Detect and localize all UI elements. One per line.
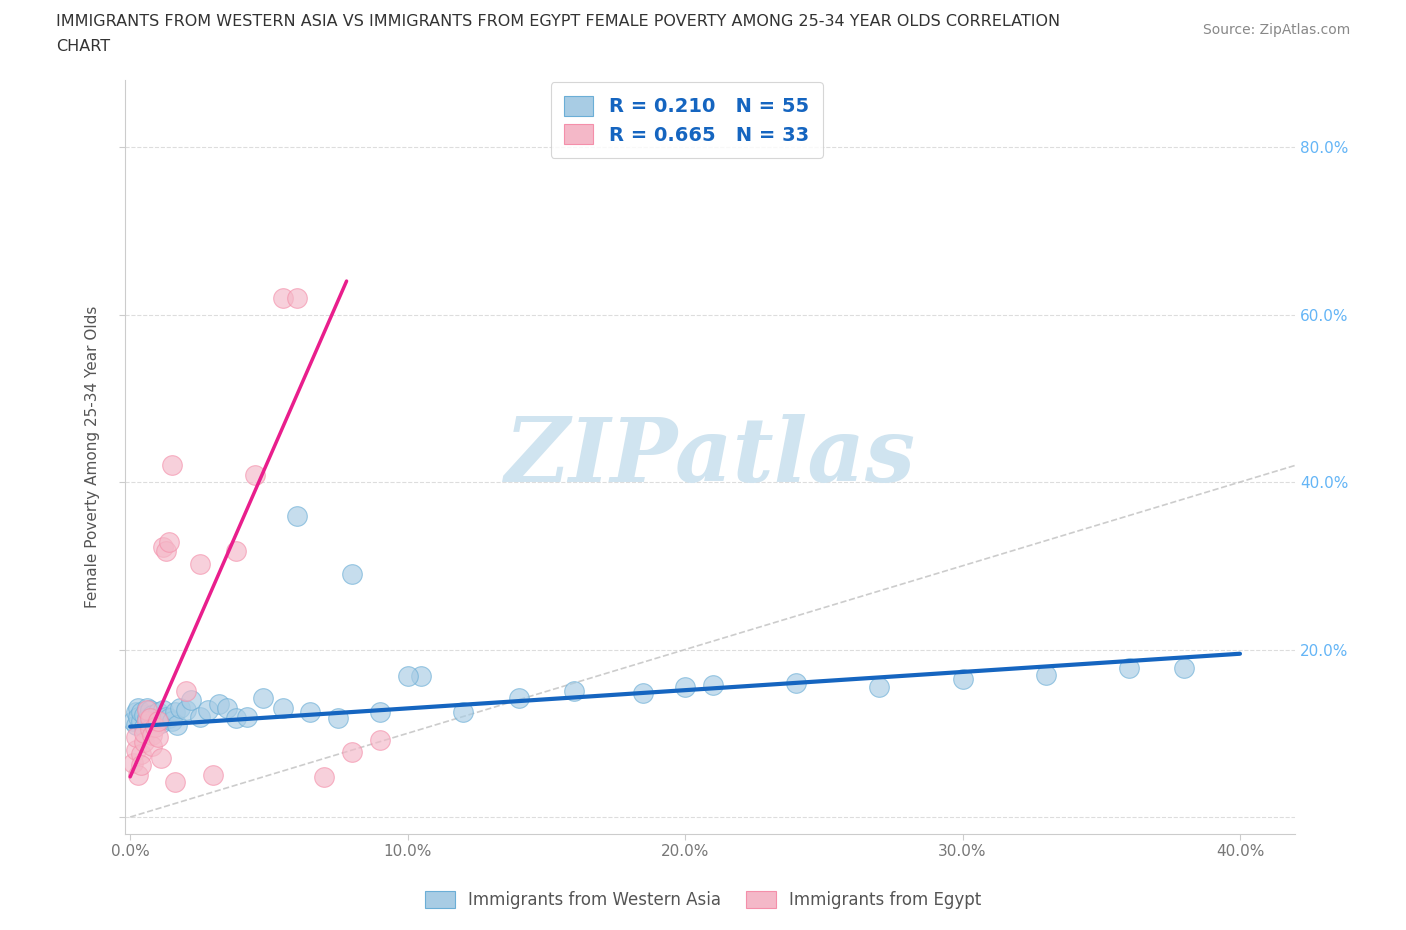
Point [135, 711, 157, 725]
Point [146, 713, 169, 728]
Point [252, 691, 274, 706]
Point [180, 692, 202, 707]
Point [202, 768, 225, 783]
Point [138, 711, 160, 725]
Point [157, 535, 180, 550]
Point [451, 705, 474, 720]
Point [169, 700, 191, 715]
Point [562, 684, 585, 698]
Point [271, 290, 294, 305]
Point [129, 747, 152, 762]
Point [122, 755, 145, 770]
Point [314, 769, 336, 784]
Point [132, 734, 155, 749]
Point [217, 700, 239, 715]
Point [299, 705, 322, 720]
Point [508, 691, 530, 706]
Legend: R = 0.210   N = 55, R = 0.665   N = 33: R = 0.210 N = 55, R = 0.665 N = 33 [551, 82, 823, 158]
Point [125, 705, 148, 720]
Point [141, 713, 163, 728]
Point [411, 669, 433, 684]
Point [125, 717, 148, 732]
Point [143, 711, 166, 725]
Point [125, 742, 148, 757]
Point [129, 713, 152, 728]
Point [340, 744, 363, 759]
Point [149, 716, 172, 731]
Point [188, 557, 211, 572]
Point [225, 711, 247, 725]
Y-axis label: Female Poverty Among 25-34 Year Olds: Female Poverty Among 25-34 Year Olds [86, 306, 100, 608]
Point [285, 290, 308, 305]
Point [163, 775, 186, 790]
Point [122, 713, 145, 728]
Point [127, 709, 149, 724]
Point [868, 680, 890, 695]
Point [138, 716, 160, 731]
Point [132, 719, 155, 734]
Point [155, 709, 177, 724]
Point [673, 680, 696, 695]
Point [155, 543, 177, 558]
Point [174, 684, 197, 698]
Point [785, 675, 807, 690]
Legend: Immigrants from Western Asia, Immigrants from Egypt: Immigrants from Western Asia, Immigrants… [416, 883, 990, 917]
Point [243, 468, 266, 483]
Point [146, 713, 169, 728]
Point [952, 671, 974, 686]
Point [135, 702, 157, 717]
Text: CHART: CHART [56, 39, 110, 54]
Point [197, 702, 219, 717]
Point [157, 711, 180, 725]
Point [160, 713, 183, 728]
Text: ZIPatlas: ZIPatlas [505, 414, 915, 500]
Point [160, 458, 183, 472]
Point [135, 713, 157, 728]
Point [149, 751, 172, 766]
Point [138, 702, 160, 717]
Point [1035, 667, 1057, 682]
Point [127, 768, 149, 783]
Point [129, 705, 152, 720]
Point [328, 711, 350, 725]
Point [368, 705, 391, 720]
Point [127, 700, 149, 715]
Point [132, 725, 155, 740]
Point [135, 700, 157, 715]
Text: Source: ZipAtlas.com: Source: ZipAtlas.com [1202, 23, 1350, 37]
Point [396, 669, 419, 684]
Point [174, 702, 197, 717]
Point [129, 758, 152, 773]
Point [702, 677, 724, 692]
Point [141, 738, 163, 753]
Point [188, 709, 211, 724]
Point [141, 708, 163, 723]
Point [1173, 660, 1195, 675]
Point [368, 733, 391, 748]
Point [152, 702, 174, 717]
Point [208, 697, 231, 711]
Point [633, 685, 655, 700]
Point [285, 508, 308, 523]
Text: IMMIGRANTS FROM WESTERN ASIA VS IMMIGRANTS FROM EGYPT FEMALE POVERTY AMONG 25-34: IMMIGRANTS FROM WESTERN ASIA VS IMMIGRAN… [56, 14, 1060, 29]
Point [125, 730, 148, 745]
Point [225, 543, 247, 558]
Point [143, 719, 166, 734]
Point [146, 730, 169, 745]
Point [166, 717, 188, 732]
Point [146, 705, 169, 720]
Point [271, 700, 294, 715]
Point [132, 708, 155, 723]
Point [340, 566, 363, 581]
Point [141, 727, 163, 742]
Point [235, 709, 257, 724]
Point [138, 722, 160, 737]
Point [152, 540, 174, 555]
Point [1118, 660, 1140, 675]
Point [163, 705, 186, 720]
